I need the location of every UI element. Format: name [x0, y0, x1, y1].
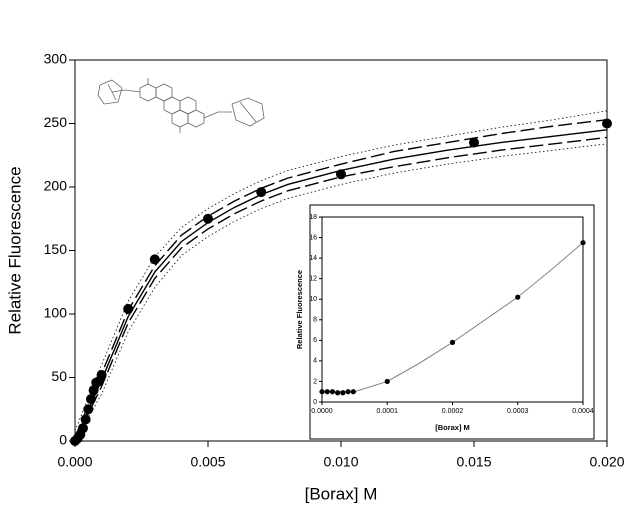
y-tick-label: 14 — [309, 255, 317, 262]
x-axis-title: [Borax] M — [435, 423, 470, 432]
x-tick-label: 0.005 — [190, 454, 225, 470]
y-axis-title: Relative Fluorescence — [295, 270, 304, 349]
data-point — [96, 369, 107, 380]
y-tick-label: 10 — [309, 296, 317, 303]
data-point — [83, 404, 94, 415]
inset-chart: 0 2 4 6 8 10 12 14 16 18 0.0000 0.0001 0.0002 0.0003 0… — [295, 204, 595, 440]
y-tick-label: 100 — [44, 305, 68, 321]
y-tick-label: 300 — [44, 51, 68, 67]
x-tick-label: 0.015 — [456, 454, 491, 470]
x-tick-label: 0.010 — [323, 454, 358, 470]
y-tick-label: 50 — [51, 368, 67, 384]
data-point — [319, 389, 325, 395]
y-tick-label: 4 — [313, 358, 317, 365]
data-point — [85, 394, 96, 405]
fit-line — [74, 110, 608, 431]
x-tick-label: 0.020 — [589, 454, 624, 470]
x-tick-label: 0.0004 — [572, 408, 594, 415]
data-point — [77, 423, 88, 434]
data-point — [469, 137, 479, 148]
x-axis-title: [Borax] M — [305, 484, 378, 503]
y-tick-label: 8 — [313, 317, 317, 324]
data-point — [345, 389, 351, 395]
y-axis-title: Relative Fluorescence — [5, 166, 24, 334]
data-point — [324, 389, 330, 395]
data-point — [256, 187, 267, 198]
data-point — [340, 390, 346, 396]
x-tick-label: 0.0001 — [377, 408, 399, 415]
data-point — [80, 414, 91, 425]
data-point — [123, 303, 134, 314]
fit-line — [74, 136, 608, 442]
data-point — [203, 213, 213, 224]
inset-frame — [309, 204, 595, 440]
data-point — [449, 339, 456, 345]
y-tick-label: 6 — [313, 337, 317, 344]
x-tick-label: 0.000 — [57, 454, 92, 470]
y-tick-label: 200 — [44, 178, 68, 194]
y-tick-label: 250 — [44, 114, 68, 130]
y-tick-label: 0 — [313, 399, 317, 406]
data-point — [149, 254, 160, 265]
data-point — [515, 294, 521, 300]
x-tick-label: 0.0002 — [442, 408, 464, 415]
data-point — [335, 390, 341, 396]
data-point — [602, 118, 612, 129]
data-point — [336, 169, 346, 180]
x-tick-label: 0.0000 — [311, 408, 333, 415]
fit-line — [74, 118, 608, 438]
data-point — [88, 385, 99, 396]
y-tick-label: 150 — [44, 241, 68, 257]
data-point — [329, 389, 336, 395]
y-tick-label: 18 — [309, 214, 317, 221]
y-tick-label: 2 — [313, 378, 317, 385]
molecule-structure — [97, 78, 265, 133]
y-tick-label: 0 — [59, 432, 67, 448]
data-point — [350, 389, 356, 395]
data-point — [580, 240, 586, 246]
y-tick-label: 16 — [309, 234, 317, 241]
data-point — [384, 378, 390, 385]
y-tick-label: 12 — [309, 276, 317, 283]
x-tick-label: 0.0003 — [507, 408, 529, 415]
